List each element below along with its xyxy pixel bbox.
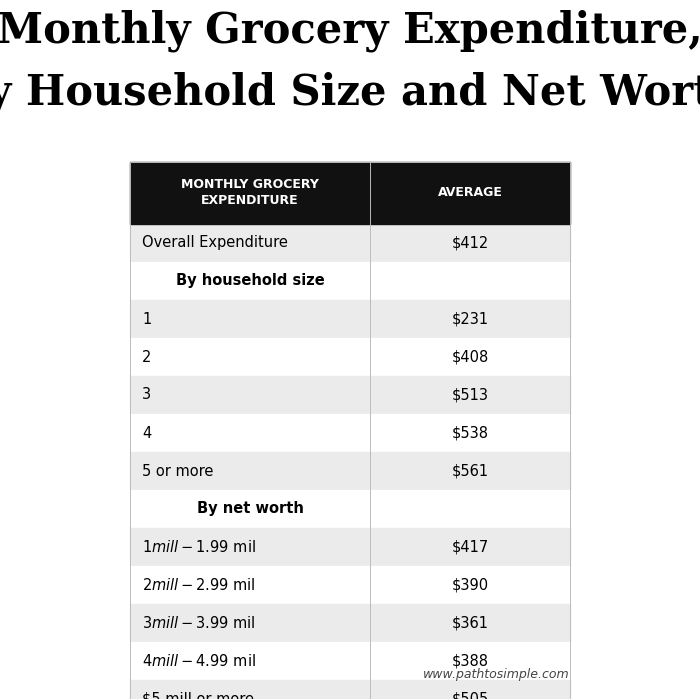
Text: By net worth: By net worth [197,501,303,517]
Text: AVERAGE: AVERAGE [438,187,503,199]
Text: $505: $505 [452,691,489,699]
Text: $417: $417 [452,540,489,554]
Text: 3: 3 [142,387,151,403]
Text: $2 mill - $2.99 mil: $2 mill - $2.99 mil [142,577,256,593]
Text: $561: $561 [452,463,489,479]
Text: $412: $412 [452,236,489,250]
Text: $231: $231 [452,312,489,326]
Text: 2: 2 [142,350,151,364]
Text: $408: $408 [452,350,489,364]
Text: $513: $513 [452,387,489,403]
Text: Monthly Grocery Expenditure,: Monthly Grocery Expenditure, [0,10,700,52]
Text: $361: $361 [452,616,489,630]
Text: $538: $538 [452,426,489,440]
Text: 4: 4 [142,426,151,440]
Text: $388: $388 [452,654,489,668]
Text: $5 mill or more: $5 mill or more [142,691,254,699]
Text: by Household Size and Net Worth: by Household Size and Net Worth [0,72,700,115]
Text: $3 mill - $3.99 mil: $3 mill - $3.99 mil [142,615,256,631]
Text: MONTHLY GROCERY
EXPENDITURE: MONTHLY GROCERY EXPENDITURE [181,178,319,208]
Text: $390: $390 [452,577,489,593]
Text: 1: 1 [142,312,151,326]
Text: Overall Expenditure: Overall Expenditure [142,236,288,250]
Text: 5 or more: 5 or more [142,463,214,479]
Text: www.pathtosimple.com: www.pathtosimple.com [424,668,570,681]
Text: $1 mill - $1.99 mil: $1 mill - $1.99 mil [142,539,256,555]
Text: By household size: By household size [176,273,324,289]
Text: $4 mill - $4.99 mil: $4 mill - $4.99 mil [142,653,256,669]
